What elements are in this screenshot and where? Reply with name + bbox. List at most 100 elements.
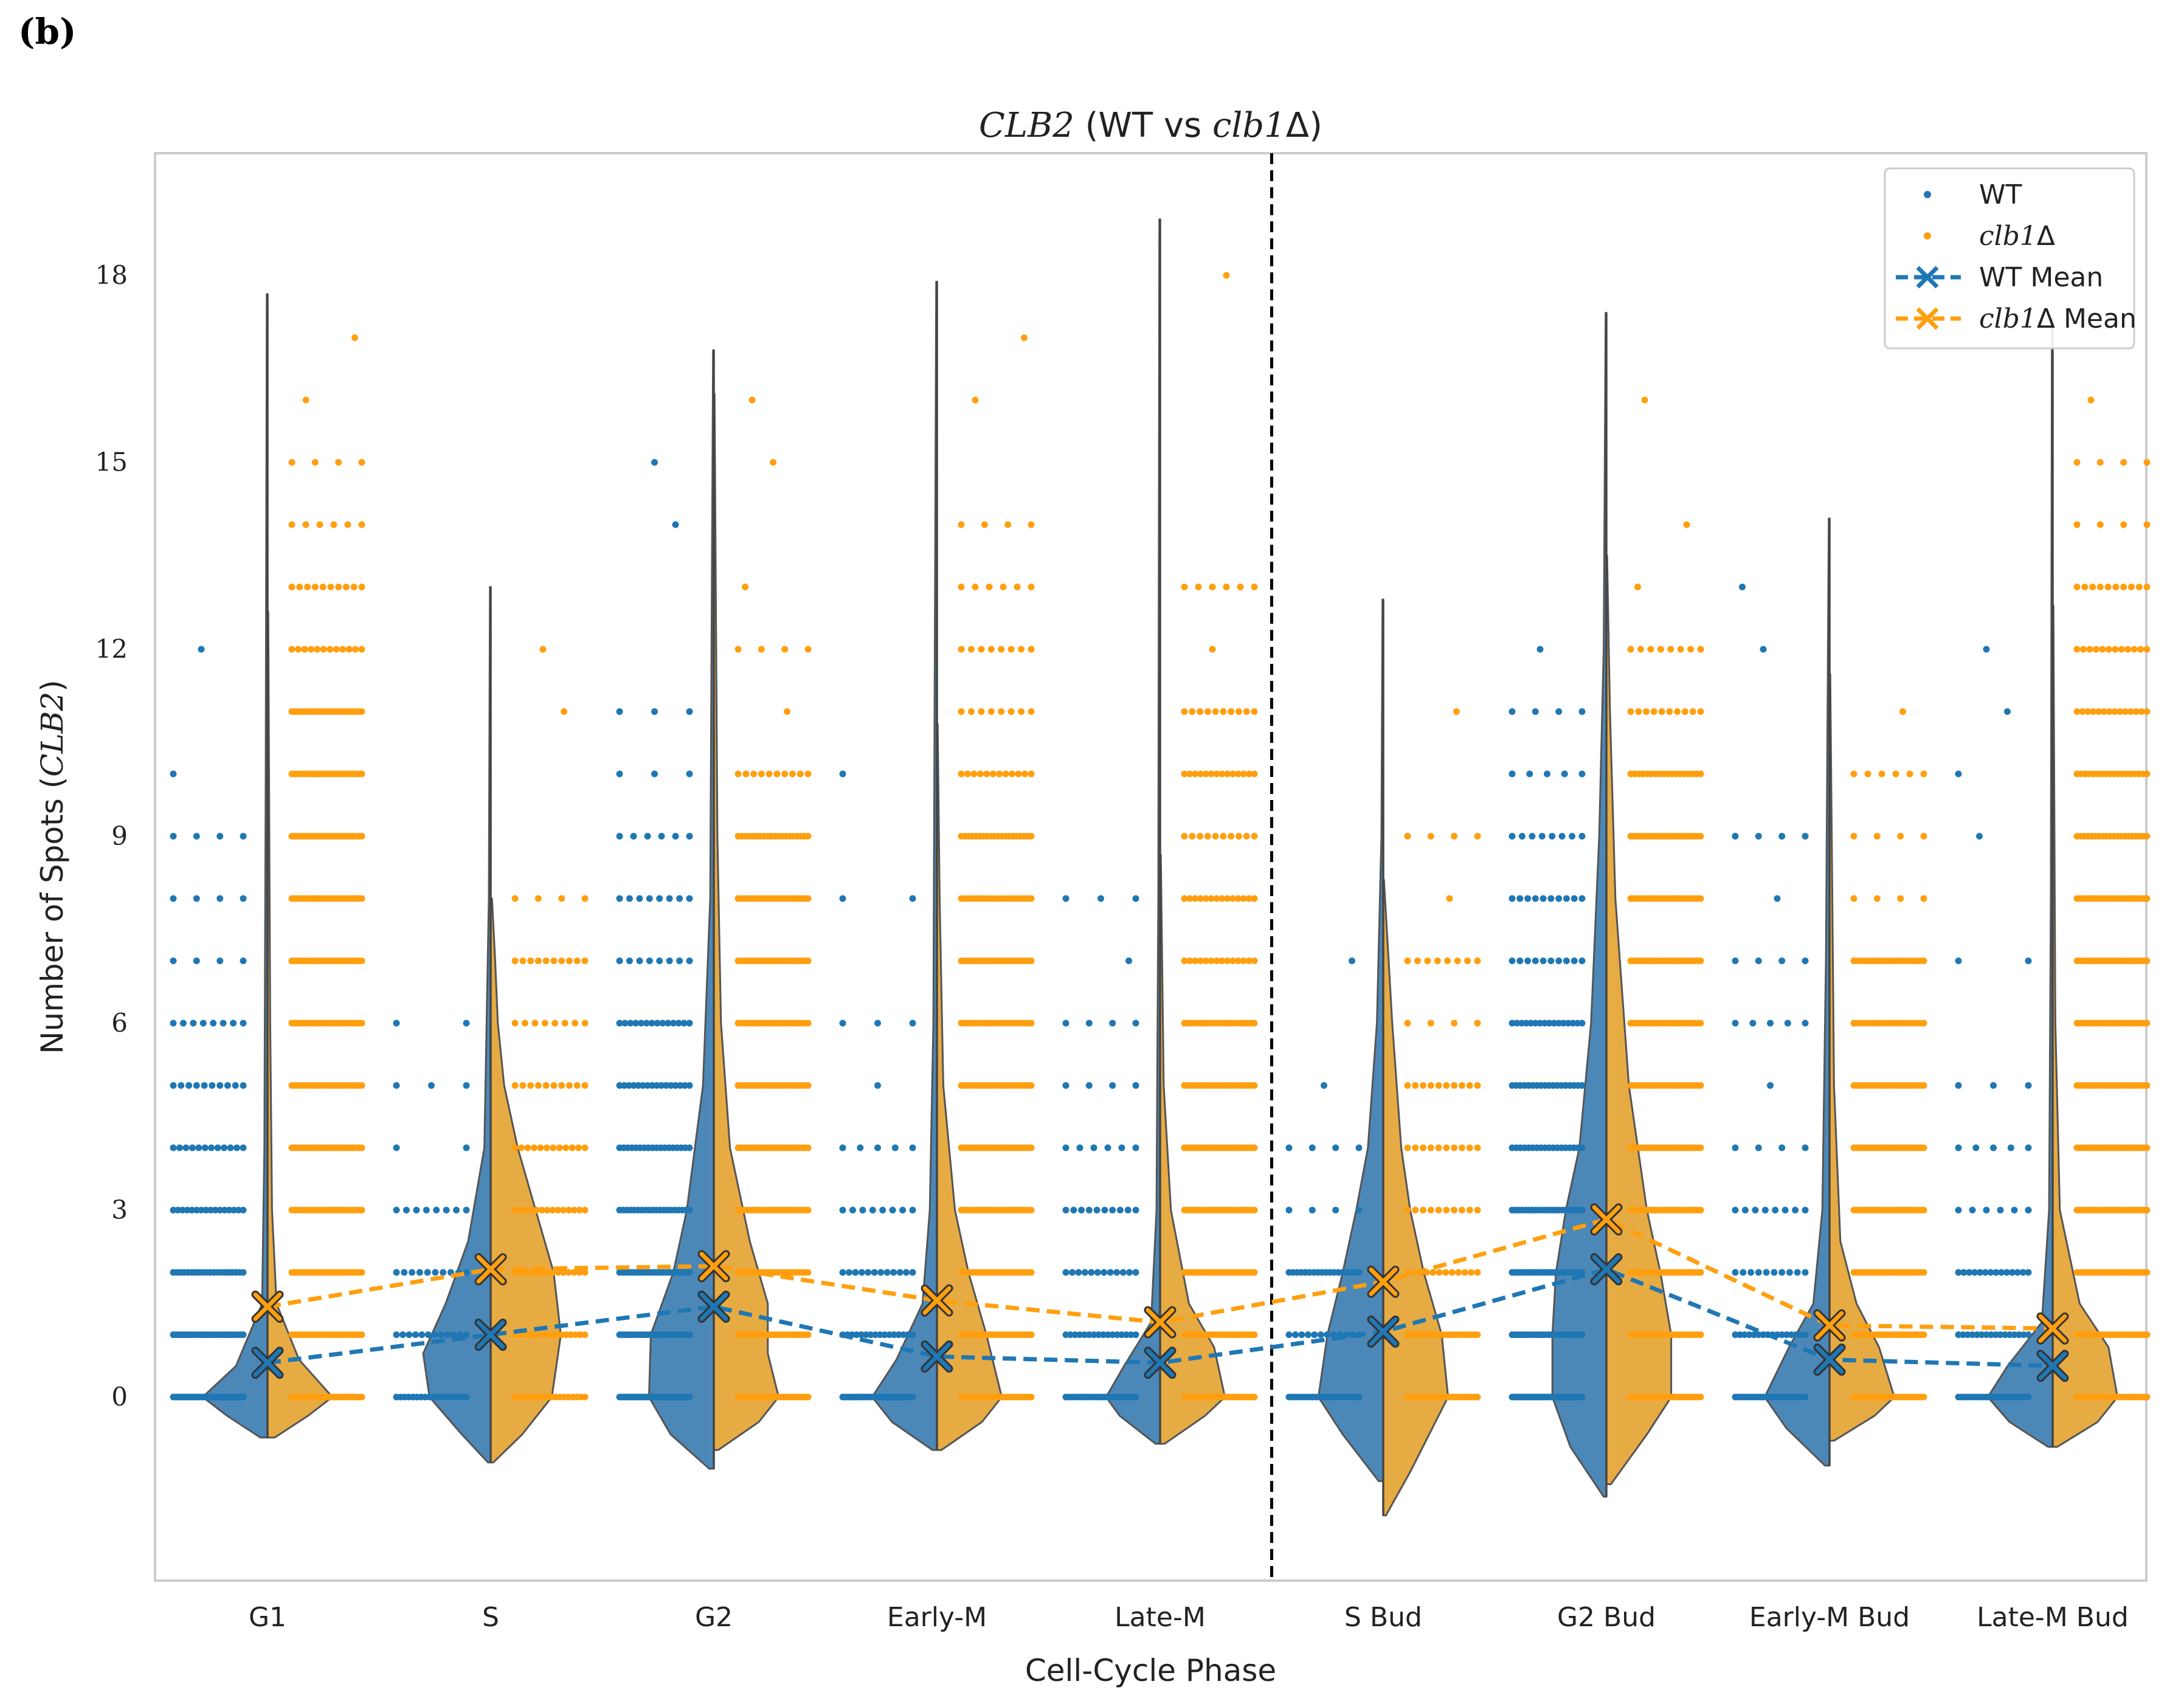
scatter-point [2096,584,2104,590]
scatter-point [1750,1331,1758,1338]
scatter-point [1427,833,1434,840]
violin-wt [1105,218,1161,1445]
scatter-point [804,833,812,840]
scatter-point [1197,895,1204,902]
scatter-point [1213,770,1220,778]
scatter-point [1897,833,1904,840]
scatter-point [1627,646,1634,653]
violin-mut [489,897,562,1464]
scatter-point [2019,1269,2027,1276]
scatter-point [1099,1331,1107,1338]
scatter-point [1997,1207,2004,1213]
legend: WT clb1Δ WT Mean clb1Δ Mean [1884,167,2137,350]
scatter-point [175,1207,182,1213]
scatter-point [1453,708,1460,715]
scatter-point [2143,833,2151,840]
scatter-wt-5 [1285,957,1363,1401]
scatter-point [1442,1269,1450,1276]
scatter-point [1667,646,1674,653]
scatter-point [1474,1020,1481,1027]
scatter-point [1637,646,1644,653]
scatter-point [561,708,567,715]
scatter-point [1474,1331,1481,1338]
scatter-point [511,895,519,902]
scatter-point [1224,957,1231,964]
scatter-point [1983,646,1990,653]
mean-x [253,1292,282,1321]
scatter-point [1107,1269,1114,1276]
scatter-point [345,646,353,653]
scatter-point [1550,1020,1558,1027]
scatter-point [1285,1144,1293,1151]
scatter-point [1018,646,1025,653]
scatter-point [1251,1082,1258,1089]
scatter-point [635,1082,642,1089]
scatter-point [1109,1020,1116,1027]
scatter-point [351,334,358,341]
scatter-point [1878,770,1885,778]
scatter-point [538,1269,545,1276]
scatter-point [686,1144,693,1151]
scatter-point [686,957,693,964]
scatter-point [1435,1082,1442,1089]
scatter-point [1969,1331,1976,1338]
scatter-point [2073,459,2081,466]
scatter-point [958,584,965,590]
mean-marker-wt [1367,1315,1400,1348]
scatter-point [193,957,200,964]
mean-x [922,1286,952,1315]
scatter-point [909,1269,916,1276]
scatter-point [1761,1207,1769,1213]
scatter-point [651,708,658,715]
scatter-point [2009,1269,2016,1276]
scatter-point [1028,1393,1035,1401]
scatter-point [1976,1269,1983,1276]
scatter-point [1414,957,1421,964]
scatter-point [1522,1020,1530,1027]
scatter-point [1864,770,1871,778]
scatter-point [1404,833,1411,840]
scatter-point [967,646,975,653]
scatter-point [2135,584,2143,590]
scatter-point [2112,646,2119,653]
scatter-point [1132,895,1139,902]
scatter-point [1014,584,1021,590]
scatter-point [857,1144,864,1151]
scatter-point [658,833,665,840]
scatter-point [1643,708,1650,715]
scatter-point [1304,1331,1311,1338]
scatter-point [240,1082,247,1089]
scatter-point [1212,833,1219,840]
scatter-point [201,1144,209,1151]
scatter-point [876,1331,883,1338]
scatter-point [1920,1020,1927,1027]
scatter-point [989,770,997,778]
scatter-point [858,1269,865,1276]
scatter-point [1186,895,1194,902]
scatter-point [1966,1269,1973,1276]
scatter-point [1802,1207,1809,1213]
scatter-point [1109,1331,1116,1338]
scatter-point [881,1331,888,1338]
scatter-point [193,1082,200,1089]
scatter-point [339,646,347,653]
scatter-point [2143,895,2151,902]
mean-x [1146,1308,1175,1337]
scatter-point [307,646,314,653]
scatter-point [1127,1331,1135,1338]
scatter-point [978,708,985,715]
scatter-point [235,1207,242,1213]
scatter-point [424,1269,431,1276]
scatter-point [1355,1207,1363,1213]
scatter-point [1228,708,1235,715]
mean-x [1369,1317,1398,1346]
scatter-point [899,1207,907,1213]
scatter-point [1778,957,1786,964]
scatter-point [686,895,693,902]
scatter-point [644,833,651,840]
scatter-point [1251,895,1258,902]
scatter-point [1451,1082,1458,1089]
scatter-point [1420,1082,1427,1089]
scatter-point [1355,1269,1363,1276]
scatter-point [651,459,658,466]
